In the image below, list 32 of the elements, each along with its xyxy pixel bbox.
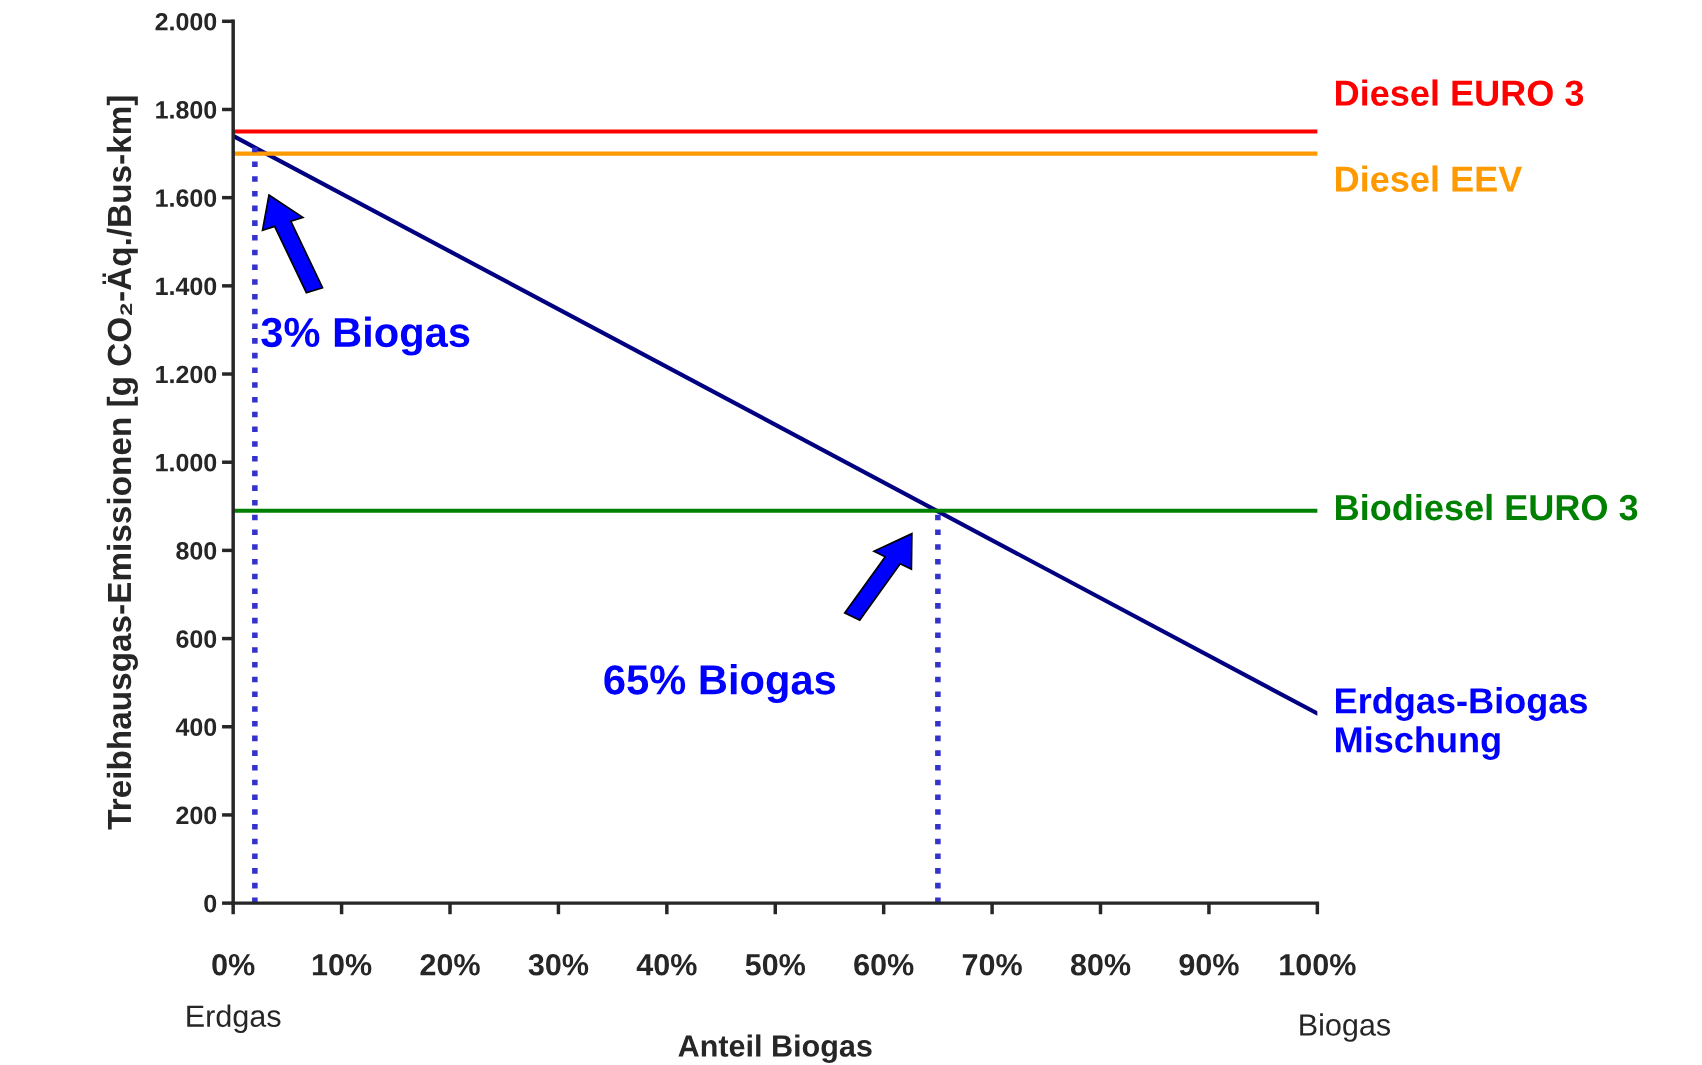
ref-line-label: Diesel EURO 3	[1336, 79, 1584, 106]
y-tick-label: 1.000	[156, 453, 217, 472]
ref-line-label: Diesel EEV	[1336, 165, 1523, 192]
x-axis-title: Anteil Biogas	[678, 1034, 872, 1063]
x-tick-label: 50%	[745, 953, 806, 976]
y-tick-label: 800	[176, 541, 217, 560]
x-tick-label: 80%	[1070, 953, 1131, 976]
y-tick-label: 1.600	[156, 189, 217, 207]
x-tick-label: 20%	[420, 953, 480, 976]
y-tick-label: 200	[176, 806, 217, 825]
x-tick-label: 60%	[854, 953, 914, 976]
text: Biogas	[1300, 1013, 1391, 1042]
y-tick-label: 1.800	[156, 101, 217, 119]
x-tick-label: 10%	[312, 953, 372, 976]
x-tick-label: 70%	[962, 953, 1022, 976]
y-axis-title: Treibhausgas-Emissionen [g CO₂-Äq./Bus-km]	[102, 96, 138, 830]
y-tick-label: 400	[175, 718, 217, 737]
y-tick-label: 600	[176, 630, 217, 648]
series-label: Erdgas-Biogas Mischung	[1336, 687, 1587, 760]
ref-line-label: Biodiesel EURO 3	[1336, 493, 1638, 521]
x-tick-label: 30%	[528, 953, 589, 976]
x-tick-label: 90%	[1179, 953, 1239, 976]
x-tick-label: 0%	[212, 953, 255, 976]
annotation: 65% Biogas	[604, 664, 836, 704]
y-tick-label: 1.200	[156, 365, 217, 384]
y-tick-label: 2.000	[155, 12, 217, 31]
x-tick-label: 100%	[1280, 953, 1356, 976]
y-tick-label: 1.400	[156, 277, 217, 296]
annotation: 3% Biogas	[261, 316, 470, 356]
text: Erdgas	[187, 1004, 281, 1034]
x-tick-label: 40%	[636, 953, 697, 976]
y-tick-label: 0	[204, 894, 217, 913]
